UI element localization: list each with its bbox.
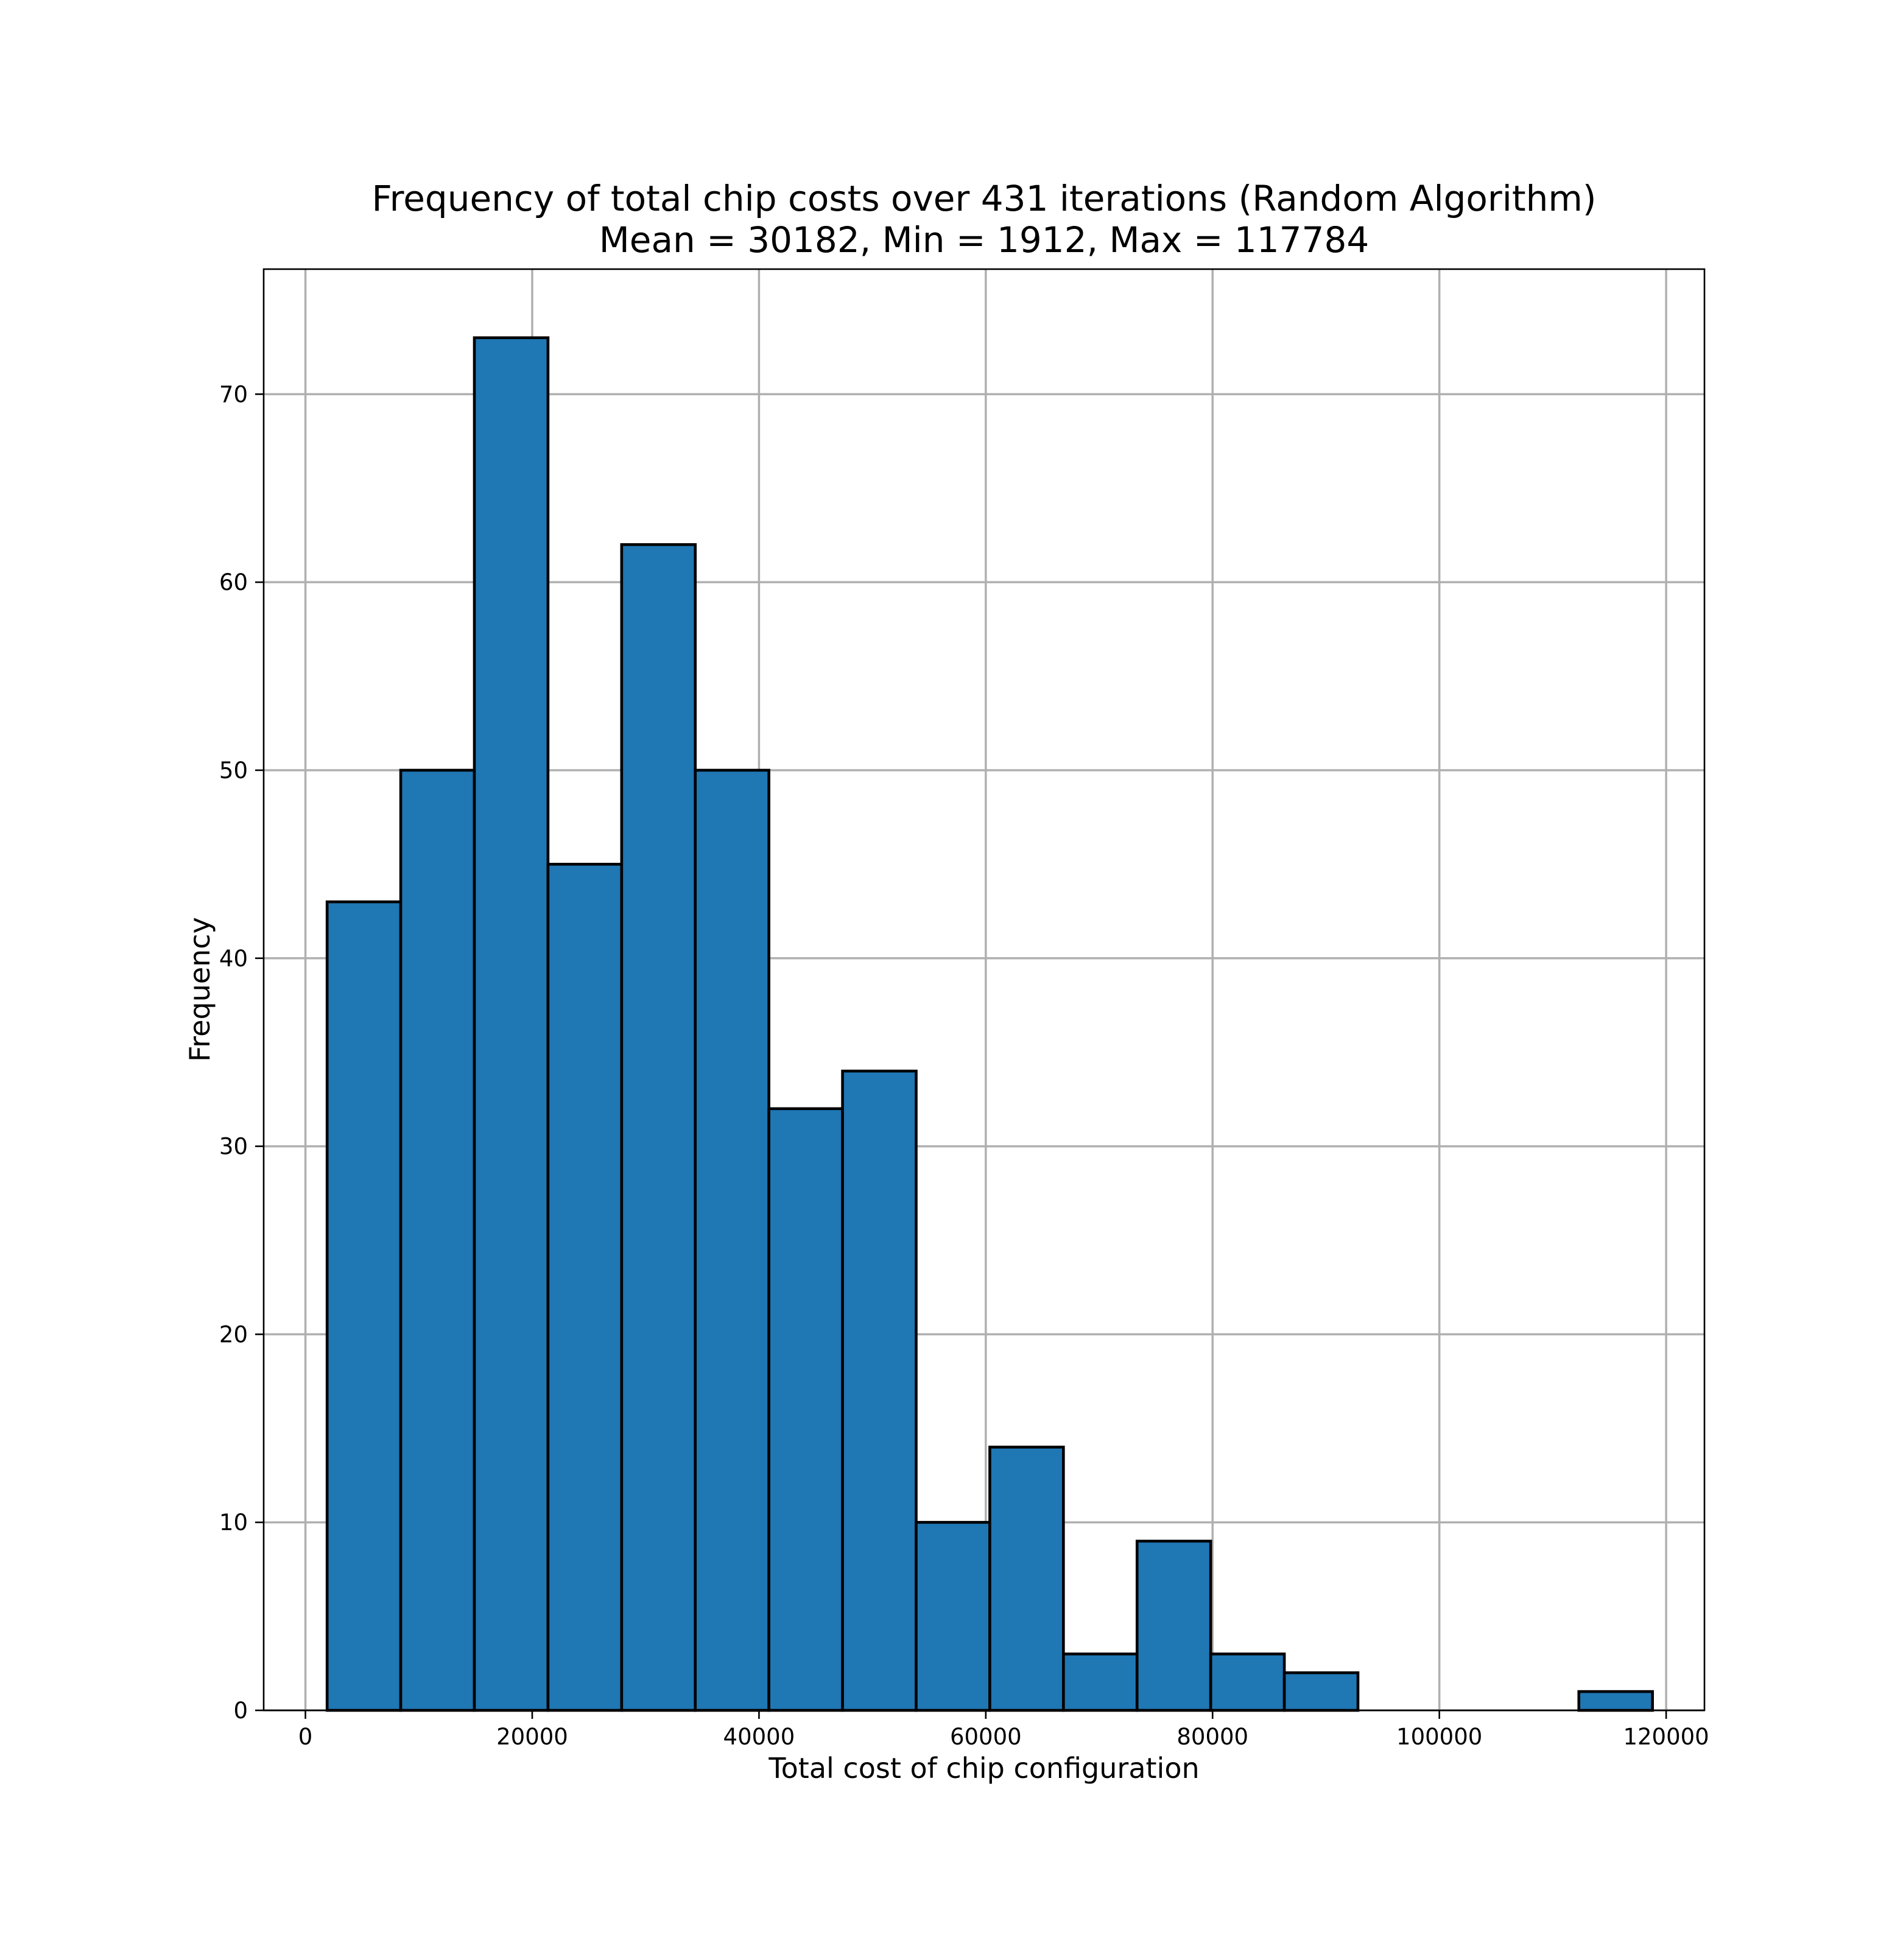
histogram-bars	[325, 336, 1654, 1712]
bar-12	[1209, 1653, 1286, 1712]
chart-title: Frequency of total chip costs over 431 i…	[372, 178, 1597, 219]
axis-ticks: 0 20000 40000 60000 80000 100000 120000 0 10 20 30…	[219, 381, 1709, 1750]
x-tick-label-4: 80000	[1176, 1724, 1248, 1750]
bar-8	[915, 1520, 991, 1712]
y-tick-label-1: 10	[219, 1509, 248, 1536]
bar-10	[1062, 1653, 1139, 1712]
bar-6	[767, 1107, 844, 1712]
bar-11	[1135, 1539, 1212, 1712]
x-tick-label-6: 120000	[1623, 1724, 1709, 1750]
y-axis-label: Frequency	[183, 917, 216, 1062]
y-tick-label-0: 0	[233, 1698, 248, 1724]
x-tick-label-3: 60000	[950, 1724, 1022, 1750]
bar-0	[325, 900, 403, 1712]
y-tick-label-3: 30	[219, 1134, 248, 1160]
bar-7	[841, 1069, 918, 1712]
bar-2	[473, 336, 550, 1712]
y-tick-label-4: 40	[219, 946, 248, 972]
x-tick-label-0: 0	[298, 1724, 313, 1750]
bar-17	[1577, 1690, 1654, 1712]
x-tick-label-5: 100000	[1396, 1724, 1482, 1750]
y-tick-label-6: 60	[219, 569, 248, 595]
bar-13	[1282, 1671, 1360, 1712]
bar-9	[988, 1445, 1065, 1712]
x-tick-label-2: 40000	[723, 1724, 795, 1750]
y-tick-label-2: 20	[219, 1321, 248, 1347]
bar-1	[399, 768, 476, 1712]
bar-3	[546, 863, 624, 1712]
y-tick-label-5: 50	[219, 757, 248, 784]
x-axis-label: Total cost of chip configuration	[768, 1752, 1199, 1785]
chart-subtitle: Mean = 30182, Min = 1912, Max = 117784	[599, 219, 1370, 261]
plot-frame	[262, 268, 1706, 1712]
y-tick-label-7: 70	[219, 381, 248, 407]
bar-4	[620, 543, 697, 1712]
x-tick-label-1: 20000	[496, 1724, 568, 1750]
bar-5	[694, 768, 770, 1712]
